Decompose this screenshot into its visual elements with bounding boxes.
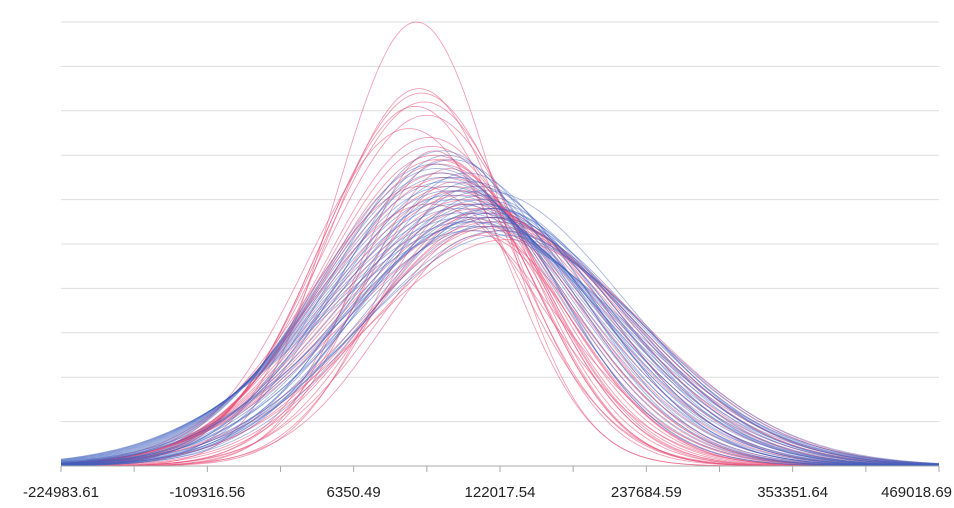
- pink-curve-14: [60, 176, 939, 467]
- blue-curve-31: [61, 185, 939, 467]
- pink-curve-3: [61, 92, 939, 467]
- x-tick-labels: -224983.61 -109316.56 6350.49 122017.54 2376…: [23, 484, 952, 501]
- blue-curve-6: [60, 185, 939, 467]
- blue-curve-23: [60, 225, 940, 464]
- pink-curve-40: [60, 203, 939, 467]
- blue-curve-15: [60, 225, 940, 465]
- pink-curve-33: [61, 225, 939, 467]
- blue-curve-7: [60, 190, 939, 467]
- blue-curve-2: [60, 168, 939, 467]
- pink-curve-24: [60, 225, 940, 466]
- blue-density-curves: [60, 150, 940, 467]
- blue-curve-24: [61, 212, 940, 466]
- pink-curve-7: [60, 128, 939, 467]
- blue-curve-21: [60, 190, 940, 466]
- blue-curve-26: [60, 221, 940, 466]
- blue-curve-8: [60, 194, 939, 467]
- blue-curve-33: [60, 159, 939, 467]
- blue-curve-30: [61, 181, 939, 467]
- x-tick-label-5: 237684.59: [611, 484, 682, 501]
- blue-curve-11: [60, 208, 940, 466]
- blue-curve-38: [60, 216, 940, 465]
- pink-curve-4: [60, 101, 939, 467]
- blue-curve-35: [60, 190, 940, 467]
- blue-curve-1: [60, 163, 939, 467]
- blue-curve-40: [60, 150, 939, 467]
- pink-curve-5: [60, 105, 939, 467]
- x-tick-label-4: 122017.54: [465, 484, 536, 501]
- blue-curve-32: [60, 194, 939, 467]
- blue-curve-17: [60, 221, 939, 466]
- pink-curve-17: [60, 194, 939, 467]
- blue-curve-10: [60, 203, 940, 466]
- blue-curve-27: [60, 230, 940, 466]
- x-tick-label-6: 353351.64: [757, 484, 828, 501]
- blue-curve-22: [60, 216, 940, 465]
- pink-curve-2: [61, 88, 939, 467]
- x-tick-label-2: -109316.56: [169, 484, 245, 501]
- blue-curve-4: [60, 176, 939, 467]
- pink-curve-20: [60, 208, 939, 466]
- blue-curve-39: [60, 154, 939, 467]
- blue-curve-19: [60, 203, 939, 466]
- pink-curve-18: [60, 199, 940, 467]
- blue-curve-9: [60, 199, 939, 466]
- pink-curve-37: [60, 239, 940, 465]
- blue-curve-16: [60, 230, 940, 465]
- blue-curve-25: [60, 208, 940, 467]
- blue-curve-14: [60, 221, 940, 465]
- x-tick-label-1: -224983.61: [23, 484, 99, 501]
- x-tick-label-3: 6350.49: [327, 484, 381, 501]
- blue-curve-34: [60, 176, 939, 467]
- blue-curve-37: [60, 208, 940, 466]
- blue-curve-5: [60, 181, 940, 467]
- x-tick-label-7: 469018.69: [881, 484, 952, 501]
- pink-curve-36: [60, 230, 940, 466]
- blue-curve-36: [61, 203, 940, 467]
- blue-curve-3: [60, 172, 939, 467]
- blue-curve-13: [60, 216, 940, 466]
- pink-curve-8: [60, 137, 939, 467]
- blue-curve-12: [60, 212, 940, 466]
- pink-curve-34: [61, 208, 939, 467]
- x-axis: [60, 465, 940, 472]
- pink-curve-6: [60, 114, 939, 467]
- blue-curve-20: [60, 199, 940, 466]
- blue-curve-29: [61, 172, 939, 467]
- pink-curve-22: [60, 216, 940, 465]
- blue-curve-28: [60, 234, 940, 465]
- blue-curve-18: [60, 212, 940, 467]
